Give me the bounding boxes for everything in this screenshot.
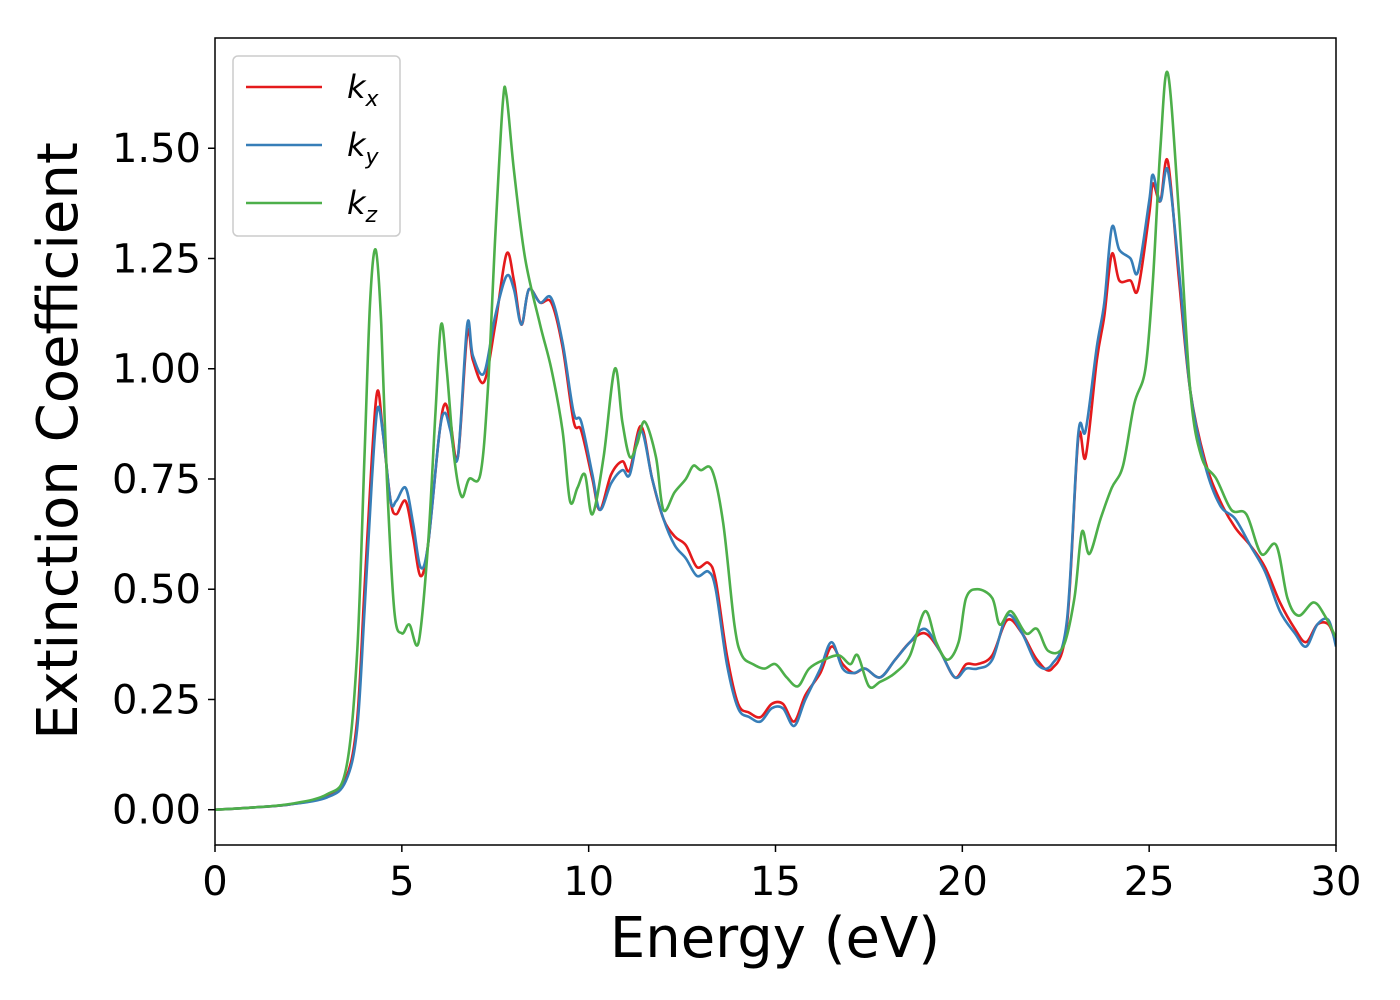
y-axis-title: Extinction Coefficient <box>26 142 91 740</box>
x-tick-label: 25 <box>1124 859 1175 905</box>
y-tick-label: 0.75 <box>112 457 201 503</box>
x-tick-label: 5 <box>389 859 414 905</box>
y-tick-label: 0.50 <box>112 567 201 613</box>
x-tick-label: 10 <box>563 859 614 905</box>
y-tick-label: 1.25 <box>112 236 201 282</box>
y-tick-label: 1.50 <box>112 126 201 172</box>
x-tick-label: 15 <box>750 859 801 905</box>
x-tick-label: 30 <box>1311 859 1362 905</box>
y-tick-label: 0.00 <box>112 788 201 834</box>
y-tick-label: 0.25 <box>112 677 201 723</box>
y-axis-ticks: 0.00 0.25 0.50 0.75 1.00 1.25 1.50 <box>112 126 215 834</box>
series-line-kz <box>215 70 1336 812</box>
y-tick-label: 1.00 <box>112 347 201 393</box>
x-tick-label: 0 <box>202 859 227 905</box>
series-layer <box>215 70 1336 812</box>
x-tick-label: 20 <box>937 859 988 905</box>
x-axis-title: Energy (eV) <box>610 906 940 971</box>
x-axis-ticks: 0 5 10 15 20 25 30 <box>202 845 1361 905</box>
series-line-ky <box>215 166 1336 812</box>
